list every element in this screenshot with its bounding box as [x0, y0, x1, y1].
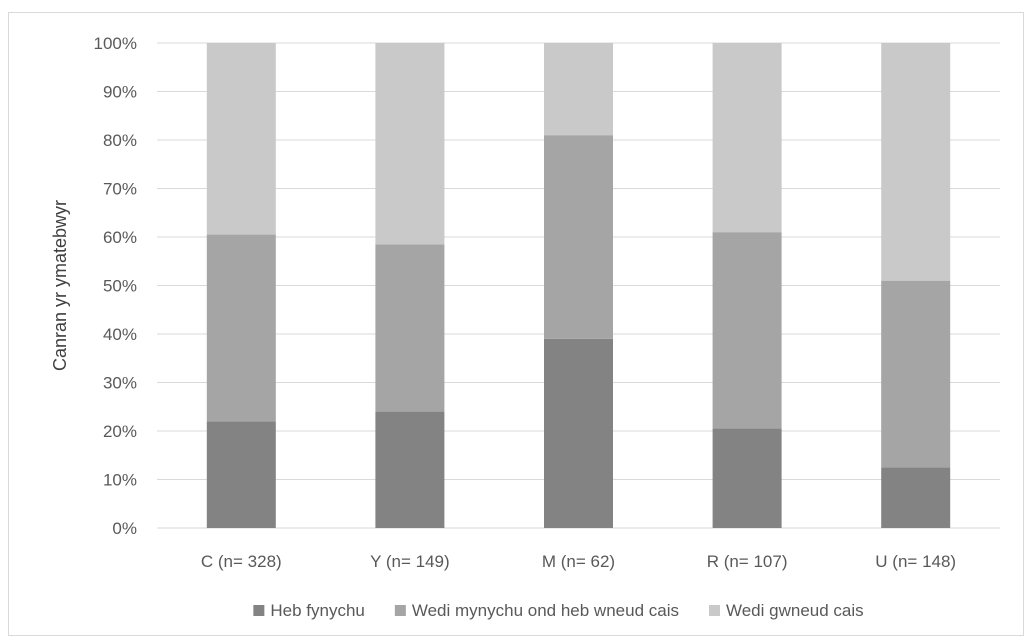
legend-swatch [394, 605, 406, 616]
bar-segment [712, 43, 782, 233]
bar-segment [881, 280, 951, 468]
bar-segment [712, 232, 782, 429]
y-tick-label: 40% [103, 325, 137, 344]
bar-segment [544, 43, 613, 136]
legend-label: Wedi gwneud cais [726, 601, 864, 620]
y-tick-label: 50% [103, 277, 137, 296]
y-axis-title: Canran yr ymatebwyr [50, 200, 70, 371]
y-axis-ticks: 0% 10% 20% 30% 40% 50% 60% 70% 80% 90% 100% [94, 34, 137, 538]
legend-item: Heb fynychu [253, 601, 365, 620]
bar-segment [712, 428, 782, 528]
legend-label: Wedi mynychu ond heb wneud cais [412, 601, 679, 620]
bar-segment [881, 43, 951, 281]
legend-swatch [253, 605, 265, 616]
bar-segment [206, 43, 276, 235]
bar-segment [544, 338, 613, 528]
bar-segment [544, 135, 613, 339]
legend-item: Wedi mynychu ond heb wneud cais [394, 601, 679, 620]
y-tick-label: 60% [103, 228, 137, 247]
y-tick-label: 70% [103, 180, 137, 199]
x-tick-label: Y (n= 149) [370, 552, 450, 571]
bar-segment [881, 467, 951, 528]
x-tick-label: U (n= 148) [875, 552, 956, 571]
legend-swatch [708, 605, 720, 616]
y-tick-label: 80% [103, 131, 137, 150]
y-tick-label: 20% [103, 422, 137, 441]
bar-segment [375, 244, 445, 412]
x-tick-label: M (n= 62) [542, 552, 615, 571]
legend-item: Wedi gwneud cais [708, 601, 864, 620]
legend: Heb fynychu Wedi mynychu ond heb wneud ca… [253, 601, 864, 620]
bar-segment [206, 234, 276, 422]
bar-segment [206, 421, 276, 528]
y-tick-label: 90% [103, 83, 137, 102]
bar-segment [375, 43, 445, 245]
bar-segment [375, 411, 445, 528]
y-tick-label: 10% [103, 471, 137, 490]
y-tick-label: 100% [94, 34, 137, 53]
y-tick-label: 0% [112, 519, 137, 538]
x-tick-label: C (n= 328) [201, 552, 282, 571]
bars [206, 43, 951, 528]
legend-label: Heb fynychu [270, 601, 365, 620]
x-tick-label: R (n= 107) [707, 552, 788, 571]
chart-frame [8, 12, 1024, 636]
x-axis-ticks: C (n= 328) Y (n= 149) M (n= 62) R (n= 107) U… [201, 552, 956, 571]
y-tick-label: 30% [103, 374, 137, 393]
